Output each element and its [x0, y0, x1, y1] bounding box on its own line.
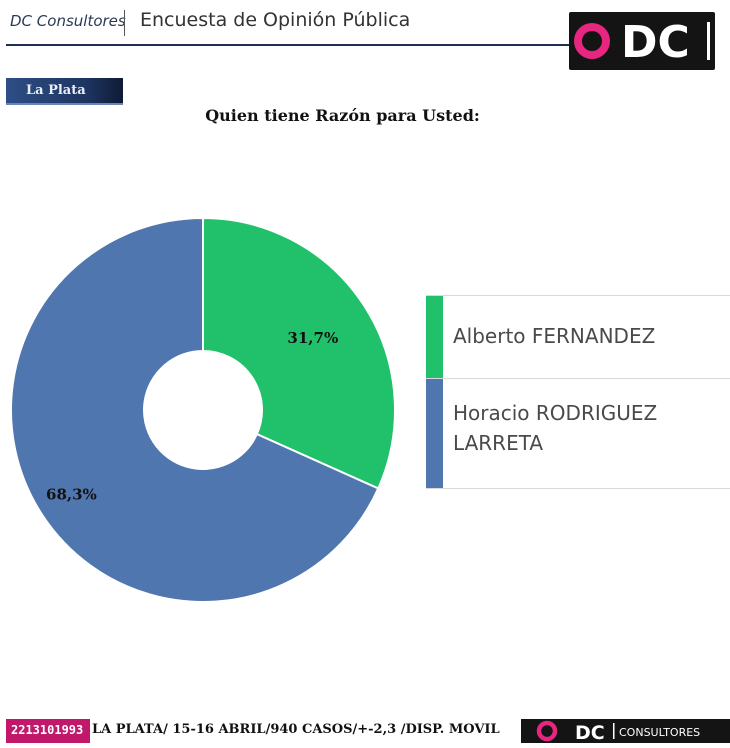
legend-label-larreta: Horacio RODRIGUEZ LARRETA [453, 401, 658, 455]
footer-logo-ring-icon [536, 720, 558, 742]
location-badge: La Plata [6, 78, 123, 105]
phone-badge: 2213101993 [6, 719, 90, 743]
survey-details: LA PLATA/ 15-16 ABRIL/940 CASOS/+-2,3 /D… [92, 722, 500, 737]
page-title: Encuesta de Opinión Pública [140, 9, 411, 31]
chart-legend: Alberto FERNANDEZ Horacio RODRIGUEZ LARR… [426, 295, 730, 489]
legend-item-fernandez: Alberto FERNANDEZ [426, 296, 730, 379]
location-label: La Plata [26, 83, 86, 98]
header-rule [6, 44, 572, 46]
legend-label-fernandez: Alberto FERNANDEZ [453, 324, 656, 348]
legend-item-larreta: Horacio RODRIGUEZ LARRETA [426, 379, 730, 488]
footer-logo-text: DC [575, 722, 605, 743]
legend-swatch-fernandez [426, 296, 443, 378]
chart-title: Quien tiene Razón para Usted: [205, 106, 480, 125]
footer-bar: 2213101993 LA PLATA/ 15-16 ABRIL/940 CAS… [6, 716, 730, 746]
slice-label-larreta: 68,3% [46, 485, 97, 503]
slice-fernandez [202, 216, 396, 490]
logo-ring-icon [574, 23, 610, 59]
slice-label-fernandez: 31,7% [287, 329, 338, 347]
legend-swatch-larreta [426, 379, 443, 488]
footer-logo-subtext: CONSULTORES [619, 726, 700, 739]
brand-name: DC Consultores [10, 12, 126, 30]
footer-logo: DC CONSULTORES [521, 719, 730, 744]
header-divider [124, 10, 125, 36]
dc-logo: DC [569, 12, 715, 70]
phone-number: 2213101993 [11, 723, 84, 737]
logo-text: DC [621, 17, 690, 68]
slice-larreta [10, 216, 380, 603]
